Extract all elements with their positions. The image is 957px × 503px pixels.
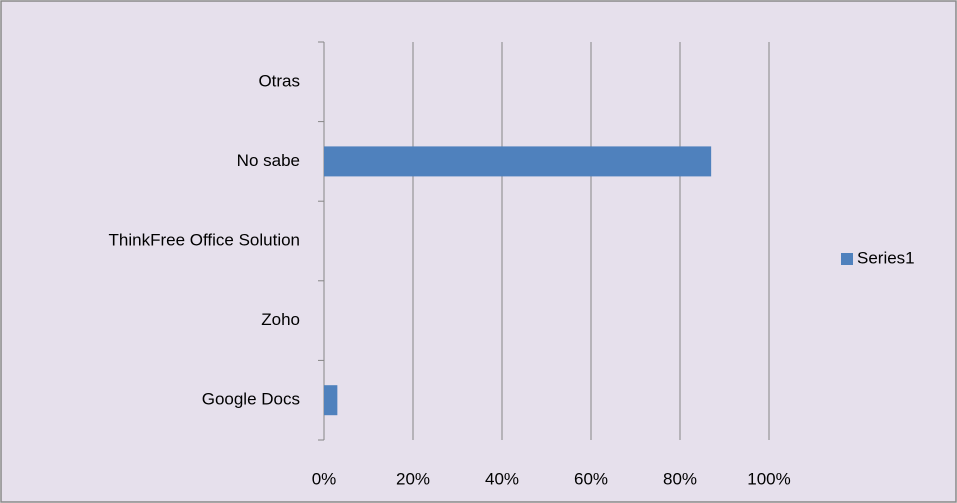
y-tick-label: Zoho (261, 310, 300, 329)
x-tick-label: 40% (485, 469, 519, 488)
legend-swatch (841, 253, 853, 265)
x-tick-label: 60% (574, 469, 608, 488)
x-tick-label: 80% (663, 469, 697, 488)
y-tick-label: Otras (258, 71, 300, 90)
y-tick-label: Google Docs (202, 390, 300, 409)
y-tick-label: No sabe (237, 151, 300, 170)
bar (324, 146, 712, 177)
y-tick-label: ThinkFree Office Solution (109, 230, 301, 249)
x-tick-label: 20% (396, 469, 430, 488)
bar (324, 385, 338, 416)
legend-label: Series1 (857, 248, 915, 267)
x-tick-label: 100% (747, 469, 790, 488)
x-tick-label: 0% (312, 469, 337, 488)
